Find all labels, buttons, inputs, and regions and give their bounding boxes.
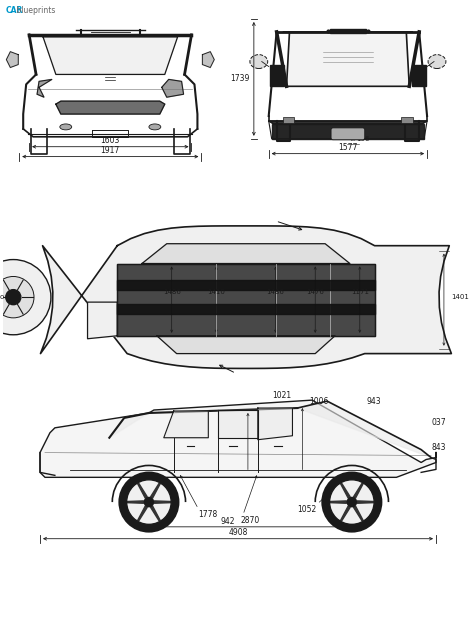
Polygon shape xyxy=(117,304,375,314)
Polygon shape xyxy=(40,226,451,369)
Circle shape xyxy=(330,480,374,524)
Ellipse shape xyxy=(250,55,268,68)
Polygon shape xyxy=(353,483,363,498)
Circle shape xyxy=(346,497,357,507)
Polygon shape xyxy=(286,32,409,87)
Polygon shape xyxy=(157,336,335,354)
Text: 1171: 1171 xyxy=(351,289,369,295)
Ellipse shape xyxy=(428,55,446,68)
Polygon shape xyxy=(6,51,18,68)
Polygon shape xyxy=(56,101,165,114)
Circle shape xyxy=(6,290,21,305)
Polygon shape xyxy=(331,501,346,503)
FancyBboxPatch shape xyxy=(331,128,365,140)
Text: 1401: 1401 xyxy=(451,294,469,300)
Text: 1006: 1006 xyxy=(309,397,329,406)
Ellipse shape xyxy=(60,124,72,130)
Circle shape xyxy=(143,497,154,507)
Circle shape xyxy=(119,472,179,532)
Polygon shape xyxy=(138,483,147,498)
Polygon shape xyxy=(258,408,293,440)
Polygon shape xyxy=(202,51,214,68)
Polygon shape xyxy=(151,506,160,521)
Text: 196: 196 xyxy=(356,136,369,142)
Polygon shape xyxy=(297,401,431,458)
Polygon shape xyxy=(117,263,375,336)
Bar xyxy=(412,65,426,87)
Polygon shape xyxy=(164,411,209,438)
Text: 1486: 1486 xyxy=(266,289,285,295)
Text: 2870: 2870 xyxy=(241,516,260,525)
Polygon shape xyxy=(151,483,160,498)
Circle shape xyxy=(0,260,51,335)
Polygon shape xyxy=(138,506,147,521)
Polygon shape xyxy=(154,501,171,503)
Polygon shape xyxy=(109,413,149,438)
Text: 1486: 1486 xyxy=(163,289,180,295)
Ellipse shape xyxy=(149,124,161,130)
Polygon shape xyxy=(142,244,350,263)
Polygon shape xyxy=(128,501,143,503)
Polygon shape xyxy=(272,124,424,139)
Text: CAR: CAR xyxy=(5,6,23,15)
Polygon shape xyxy=(37,80,52,97)
Bar xyxy=(283,117,294,123)
Text: 4908: 4908 xyxy=(228,528,247,537)
Polygon shape xyxy=(357,501,373,503)
Bar xyxy=(330,29,366,33)
Polygon shape xyxy=(341,506,350,521)
Circle shape xyxy=(127,480,171,524)
Text: o: o xyxy=(0,294,4,300)
Text: blueprints: blueprints xyxy=(14,6,56,15)
Polygon shape xyxy=(117,280,375,290)
Polygon shape xyxy=(353,506,363,521)
Text: 1577: 1577 xyxy=(338,143,358,152)
Polygon shape xyxy=(269,121,427,124)
Polygon shape xyxy=(218,410,258,438)
Text: 037: 037 xyxy=(431,418,446,428)
Text: 1410: 1410 xyxy=(207,289,225,295)
Polygon shape xyxy=(341,483,350,498)
Text: 1052: 1052 xyxy=(298,505,317,514)
Text: 1603: 1603 xyxy=(101,135,120,145)
Circle shape xyxy=(0,277,34,318)
Polygon shape xyxy=(43,37,178,75)
Text: 843: 843 xyxy=(431,443,446,452)
Text: 1021: 1021 xyxy=(273,391,292,400)
Text: 1739: 1739 xyxy=(230,75,250,83)
Text: 1917: 1917 xyxy=(101,145,120,155)
Text: 1778: 1778 xyxy=(199,510,218,519)
Text: 943: 943 xyxy=(367,397,381,406)
Bar xyxy=(270,65,284,87)
Circle shape xyxy=(322,472,381,532)
Text: 1476: 1476 xyxy=(306,289,324,295)
Polygon shape xyxy=(40,400,436,477)
Polygon shape xyxy=(87,302,117,339)
Text: 942: 942 xyxy=(221,517,236,526)
Bar xyxy=(401,117,413,123)
Polygon shape xyxy=(162,80,183,97)
